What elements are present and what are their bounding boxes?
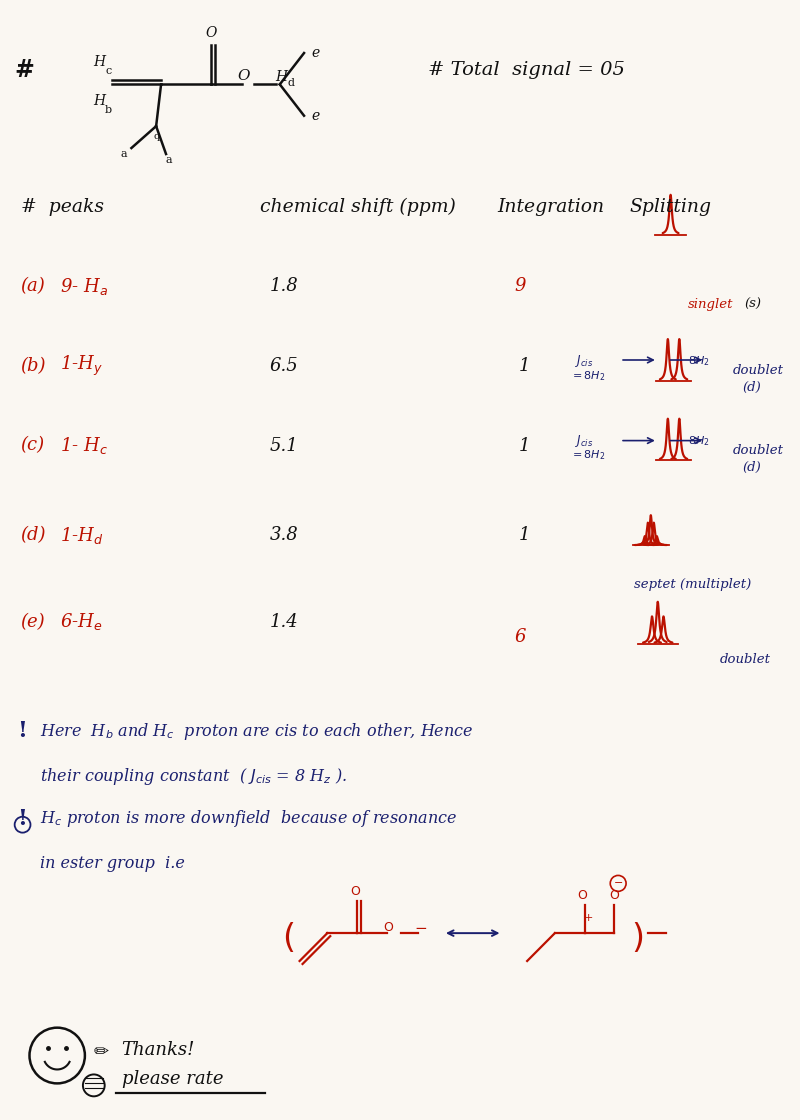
Text: 3.8: 3.8 (270, 526, 298, 544)
Text: a: a (120, 149, 126, 159)
Text: 1-H$_y$: 1-H$_y$ (60, 354, 103, 379)
Text: O: O (237, 69, 250, 83)
Text: chemical shift (ppm): chemical shift (ppm) (260, 197, 456, 216)
Text: $J_{cis}$: $J_{cis}$ (574, 353, 593, 368)
Text: ✏: ✏ (94, 1044, 109, 1062)
Text: c: c (106, 66, 112, 76)
Text: doublet: doublet (720, 653, 771, 666)
Text: O: O (384, 921, 394, 934)
Text: 6-H$_e$: 6-H$_e$ (60, 612, 102, 632)
Text: $8H_2$: $8H_2$ (689, 435, 710, 448)
Text: $8H_2$: $8H_2$ (689, 354, 710, 367)
Text: $= 8H_2$: $= 8H_2$ (570, 449, 605, 463)
Text: Here  H$_b$ and H$_c$  proton are cis to each other, Hence: Here H$_b$ and H$_c$ proton are cis to e… (40, 720, 474, 741)
Text: 1: 1 (519, 526, 530, 544)
Text: # Total  signal = 05: # Total signal = 05 (428, 62, 625, 80)
Text: singlet: singlet (687, 298, 733, 310)
Text: 1-H$_d$: 1-H$_d$ (60, 524, 104, 545)
Text: H: H (94, 56, 106, 69)
Text: −: − (414, 921, 426, 935)
Text: H$_c$ proton is more downfield  because of resonance: H$_c$ proton is more downfield because o… (40, 809, 458, 829)
Text: 1.4: 1.4 (270, 613, 298, 631)
Text: e: e (311, 46, 319, 60)
Text: H: H (94, 94, 106, 109)
Text: (s): (s) (745, 298, 762, 310)
Text: 5.1: 5.1 (270, 437, 298, 455)
Text: q: q (153, 132, 159, 141)
Text: in ester group  i.e: in ester group i.e (40, 855, 186, 872)
Text: #: # (14, 58, 34, 83)
Text: 1: 1 (519, 437, 530, 455)
Text: e: e (311, 109, 319, 123)
Text: O: O (350, 885, 360, 898)
Text: (c): (c) (21, 437, 45, 455)
Text: a: a (166, 155, 172, 165)
Text: doublet: doublet (733, 364, 784, 377)
Text: please rate: please rate (122, 1071, 223, 1089)
Text: septet (multiplet): septet (multiplet) (634, 578, 751, 591)
Text: $= 8H_2$: $= 8H_2$ (570, 368, 605, 383)
Text: (d): (d) (743, 461, 762, 474)
Text: Integration: Integration (498, 198, 605, 216)
Text: 9- H$_a$: 9- H$_a$ (60, 276, 108, 297)
Text: Thanks!: Thanks! (122, 1040, 195, 1058)
Text: their coupling constant  ( $J_{cis}$ = 8 H$_z$ ).: their coupling constant ( $J_{cis}$ = 8 … (40, 766, 347, 787)
Text: 9: 9 (514, 278, 526, 296)
Text: b: b (105, 105, 112, 115)
Text: H: H (274, 71, 287, 84)
Text: 1: 1 (519, 357, 530, 375)
Text: (: ( (282, 922, 294, 954)
Text: (e): (e) (21, 613, 46, 631)
Text: Splitting: Splitting (629, 198, 711, 216)
Text: O: O (206, 26, 218, 39)
Text: O: O (578, 889, 587, 902)
Text: !: ! (17, 720, 26, 743)
Text: 6.5: 6.5 (270, 357, 298, 375)
Text: doublet: doublet (733, 444, 784, 457)
Text: (b): (b) (21, 357, 46, 375)
Text: d: d (287, 78, 294, 88)
Text: (d): (d) (743, 381, 762, 394)
Text: −: − (614, 878, 623, 888)
Text: 6: 6 (514, 627, 526, 645)
Text: O: O (610, 889, 619, 902)
Text: !: ! (17, 808, 26, 830)
Text: 1- H$_c$: 1- H$_c$ (60, 435, 108, 456)
Text: (a): (a) (21, 278, 46, 296)
Text: 1.8: 1.8 (270, 278, 298, 296)
Text: #  peaks: # peaks (21, 198, 103, 216)
Text: ): ) (631, 922, 644, 954)
Text: $J_{cis}$: $J_{cis}$ (574, 432, 593, 449)
Text: +: + (584, 913, 593, 923)
Text: (d): (d) (21, 526, 46, 544)
